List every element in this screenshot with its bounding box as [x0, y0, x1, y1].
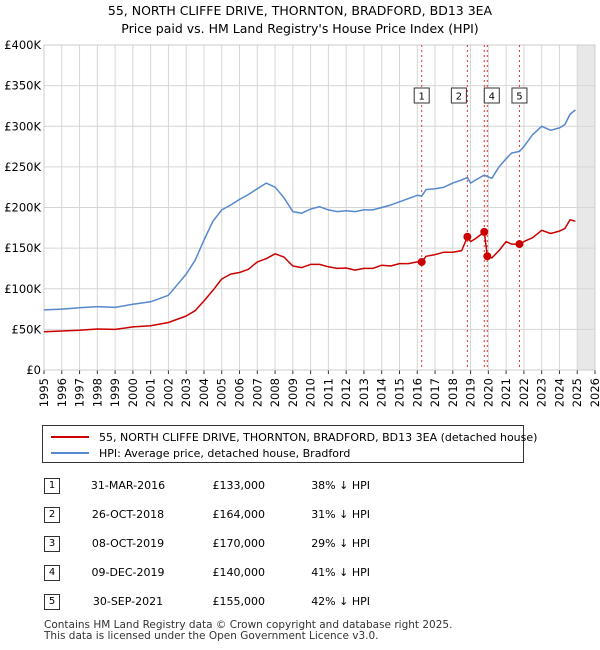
y-tick-label: £150K — [4, 241, 41, 255]
x-tick-label: 2005 — [215, 378, 229, 407]
table-row: 5 30-SEP-2021 £155,000 42% ↓ HPI — [0, 594, 600, 612]
chart-title: 55, NORTH CLIFFE DRIVE, THORNTON, BRADFO… — [107, 3, 493, 18]
price-chart: £0 £50K £100K £150K £200K £250K £300K £350K £400… — [4, 38, 600, 407]
sale-date: 30-SEP-2021 — [92, 595, 164, 608]
x-tick-label: 2012 — [339, 378, 353, 407]
sale-label-number: 2 — [456, 92, 462, 103]
y-tick-label: £100K — [4, 282, 41, 296]
x-tick-label: 2003 — [179, 378, 193, 407]
sale-hpi-diff: 31% ↓ HPI — [311, 508, 370, 521]
x-tick-label: 2009 — [286, 378, 300, 407]
x-tick-label: 2026 — [588, 378, 600, 407]
x-tick-label: 2014 — [375, 378, 389, 407]
chart-legend: 55, NORTH CLIFFE DRIVE, THORNTON, BRADFO… — [42, 425, 537, 463]
sale-price: £164,000 — [212, 508, 266, 521]
footer: Contains HM Land Registry data © Crown c… — [44, 620, 452, 642]
x-tick-label: 1998 — [90, 378, 104, 407]
sale-point — [483, 252, 492, 261]
sale-number-badge: 5 — [44, 594, 60, 610]
x-tick-label: 2019 — [464, 378, 478, 407]
sale-price: £155,000 — [212, 595, 266, 608]
x-tick-label: 1997 — [73, 378, 87, 407]
x-tick-label: 2020 — [481, 378, 495, 407]
sale-label-box — [450, 87, 467, 104]
sale-label-number: 5 — [516, 92, 522, 103]
y-tick-label: £400K — [4, 38, 41, 52]
plot-border — [43, 44, 596, 371]
sale-label-box — [511, 87, 528, 104]
sale-number-badge: 3 — [44, 536, 60, 552]
legend-label-property: 55, NORTH CLIFFE DRIVE, THORNTON, BRADFO… — [99, 430, 538, 444]
sale-number-badge: 1 — [44, 478, 60, 494]
x-tick-label: 1995 — [37, 378, 51, 407]
x-tick-label: 1999 — [108, 378, 122, 407]
table-row: 1 31-MAR-2016 £133,000 38% ↓ HPI — [0, 478, 600, 496]
x-tick-label: 2000 — [126, 378, 140, 407]
sale-point — [417, 257, 426, 266]
sale-price: £133,000 — [212, 479, 266, 492]
sale-label-number: 4 — [489, 92, 495, 103]
sale-price: £170,000 — [212, 537, 266, 550]
x-tick-label: 2022 — [517, 378, 531, 407]
x-tick-label: 2002 — [161, 378, 175, 407]
y-tick-label: £0 — [26, 363, 41, 377]
y-tick-label: £50K — [12, 322, 42, 336]
y-tick-label: £250K — [4, 160, 41, 174]
sale-date: 09-DEC-2019 — [91, 566, 165, 579]
hpi-line — [43, 109, 576, 311]
x-tick-label: 2004 — [197, 378, 211, 407]
legend-swatch-hpi — [51, 452, 89, 454]
table-row: 4 09-DEC-2019 £140,000 41% ↓ HPI — [0, 565, 600, 583]
sale-label-number: 1 — [419, 92, 425, 103]
legend-label-hpi: HPI: Average price, detached house, Brad… — [99, 446, 351, 460]
legend-item-hpi: HPI: Average price, detached house, Brad… — [51, 445, 350, 461]
sale-hpi-diff: 42% ↓ HPI — [311, 595, 370, 608]
x-tick-label: 2018 — [446, 378, 460, 407]
x-tick-label: 2024 — [552, 378, 566, 407]
sale-number-badge: 2 — [44, 507, 60, 523]
x-tick-label: 2017 — [428, 378, 442, 407]
x-tick-label: 2015 — [392, 378, 406, 407]
footer-licence: This data is licensed under the Open Gov… — [44, 630, 379, 642]
x-tick-label: 2013 — [357, 378, 371, 407]
chart-subtitle: Price paid vs. HM Land Registry's House … — [121, 21, 479, 36]
y-tick-label: £300K — [4, 119, 41, 133]
sale-date: 08-OCT-2019 — [91, 537, 165, 550]
x-tick-label: 2001 — [144, 378, 158, 407]
x-tick-label: 2007 — [250, 378, 264, 407]
x-tick-label: 2016 — [410, 378, 424, 407]
sale-hpi-diff: 38% ↓ HPI — [311, 479, 370, 492]
property-price-line — [43, 218, 576, 333]
x-tick-label: 1996 — [55, 378, 69, 407]
sale-point — [480, 227, 489, 236]
x-tick-label: 2021 — [499, 378, 513, 407]
x-tick-label: 2008 — [268, 378, 282, 407]
table-row: 3 08-OCT-2019 £170,000 29% ↓ HPI — [0, 536, 600, 554]
sale-date: 31-MAR-2016 — [90, 479, 166, 492]
sale-point — [463, 232, 472, 241]
sale-date: 26-OCT-2018 — [91, 508, 165, 521]
sale-price: £140,000 — [212, 566, 266, 579]
x-tick-label: 2025 — [570, 378, 584, 407]
x-tick-label: 2011 — [321, 378, 335, 407]
footer-copyright: Contains HM Land Registry data © Crown c… — [44, 619, 453, 631]
table-row: 2 26-OCT-2018 £164,000 31% ↓ HPI — [0, 507, 600, 525]
chart-title-block: 55, NORTH CLIFFE DRIVE, THORNTON, BRADFO… — [0, 2, 600, 38]
sale-hpi-diff: 41% ↓ HPI — [311, 566, 370, 579]
y-tick-label: £350K — [4, 79, 41, 93]
sale-label-box — [483, 87, 500, 104]
sale-hpi-diff: 29% ↓ HPI — [311, 537, 370, 550]
x-tick-label: 2006 — [233, 378, 247, 407]
legend-item-property: 55, NORTH CLIFFE DRIVE, THORNTON, BRADFO… — [51, 429, 537, 445]
sale-label-box — [413, 87, 430, 104]
x-tick-label: 2023 — [535, 378, 549, 407]
legend-swatch-property — [51, 436, 89, 438]
x-tick-label: 2010 — [304, 378, 318, 407]
sale-number-badge: 4 — [44, 565, 60, 581]
sale-point — [515, 240, 524, 249]
y-tick-label: £200K — [4, 201, 41, 215]
